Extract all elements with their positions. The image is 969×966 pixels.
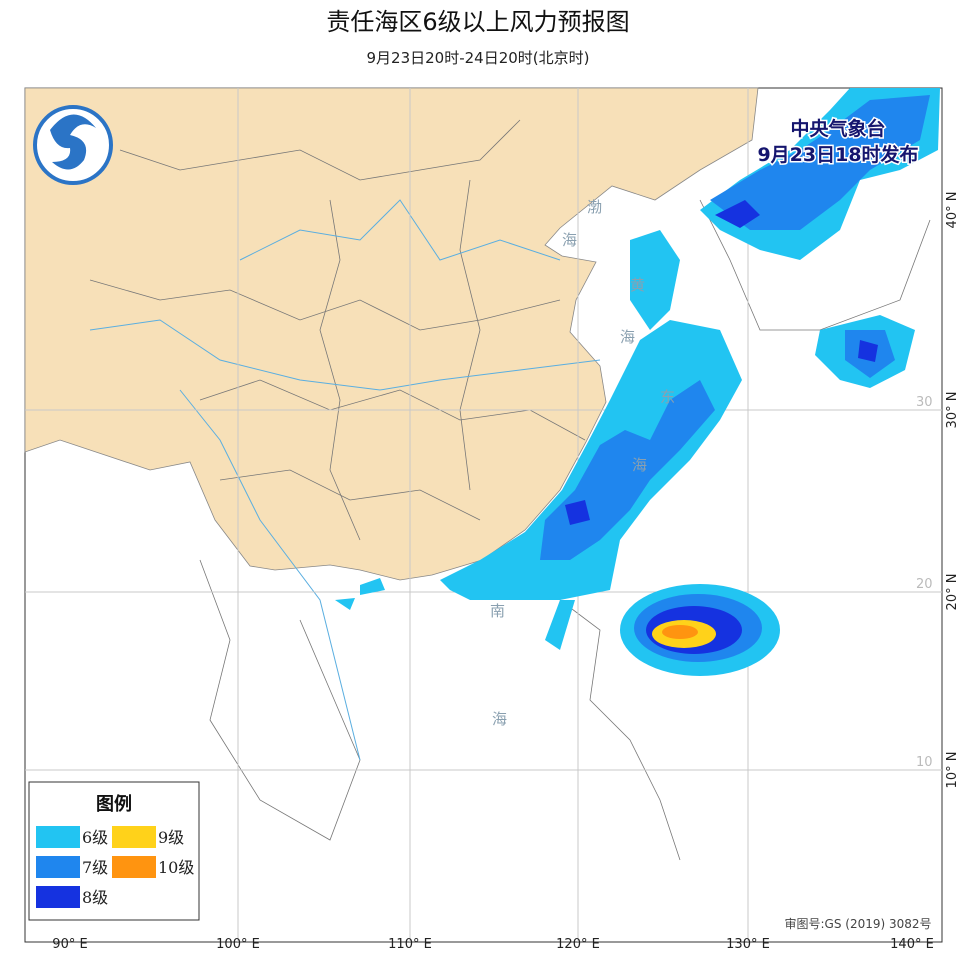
title: 责任海区6级以上风力预报图 — [326, 8, 629, 36]
sea-label: 海 — [562, 231, 577, 249]
wind-area — [662, 625, 698, 639]
latitude-label: 20° N — [945, 574, 960, 611]
sea-label: 海 — [632, 456, 647, 474]
subtitle: 9月23日20时-24日20时(北京时) — [366, 49, 589, 67]
wind-area — [710, 95, 930, 230]
longitude-label: 100° E — [216, 937, 260, 952]
legend-label: 7级 — [82, 858, 108, 877]
issue-time: 9月23日18时发布 — [757, 143, 918, 166]
latitude-label: 40° N — [945, 192, 960, 229]
wind-areas — [335, 88, 940, 676]
legend-label: 10级 — [158, 858, 194, 877]
sea-label: 海 — [492, 710, 507, 728]
legend-label: 8级 — [82, 888, 108, 907]
rivers — [89, 199, 601, 761]
land — [24, 87, 759, 581]
legend-swatch — [112, 856, 156, 878]
sea-label: 渤 — [587, 198, 602, 216]
legend-swatch — [112, 826, 156, 848]
inner-latitude-label: 20 — [916, 577, 933, 592]
logo — [33, 105, 113, 185]
wind-area — [630, 230, 680, 330]
map: 渤 海 黄 海 东 海 南 海 中央气象台 9月23日18时发布 90° E 1… — [24, 87, 960, 952]
sea-labels: 渤 海 黄 海 东 海 南 海 — [490, 198, 675, 728]
legend-label: 6级 — [82, 828, 108, 847]
wind-area — [715, 200, 878, 362]
latitude-label: 10° N — [945, 752, 960, 789]
longitude-label: 110° E — [388, 937, 432, 952]
wind-area — [335, 578, 385, 610]
longitude-label: 140° E — [890, 937, 934, 952]
legend-title: 图例 — [96, 793, 132, 815]
legend-swatch — [36, 826, 80, 848]
approval-number: 审图号:GS (2019) 3082号 — [784, 916, 931, 931]
sea-label: 海 — [620, 328, 635, 346]
longitude-label: 120° E — [556, 937, 600, 952]
sea-label: 东 — [660, 388, 675, 406]
wind-area — [565, 500, 590, 525]
legend-swatch — [36, 856, 80, 878]
legend-label: 9级 — [158, 828, 184, 847]
sea-label: 黄 — [630, 276, 645, 294]
inner-latitude-label: 10 — [916, 755, 933, 770]
legend-swatch — [36, 886, 80, 908]
latitude-label: 30° N — [945, 392, 960, 429]
longitude-label: 90° E — [52, 937, 87, 952]
sea-label: 南 — [490, 602, 505, 620]
legend: 图例 6级 7级 8级 9级 10级 — [28, 781, 200, 921]
issuer-name: 中央气象台 — [790, 117, 885, 140]
inner-latitude-label: 30 — [916, 395, 933, 410]
longitude-label: 130° E — [726, 937, 770, 952]
